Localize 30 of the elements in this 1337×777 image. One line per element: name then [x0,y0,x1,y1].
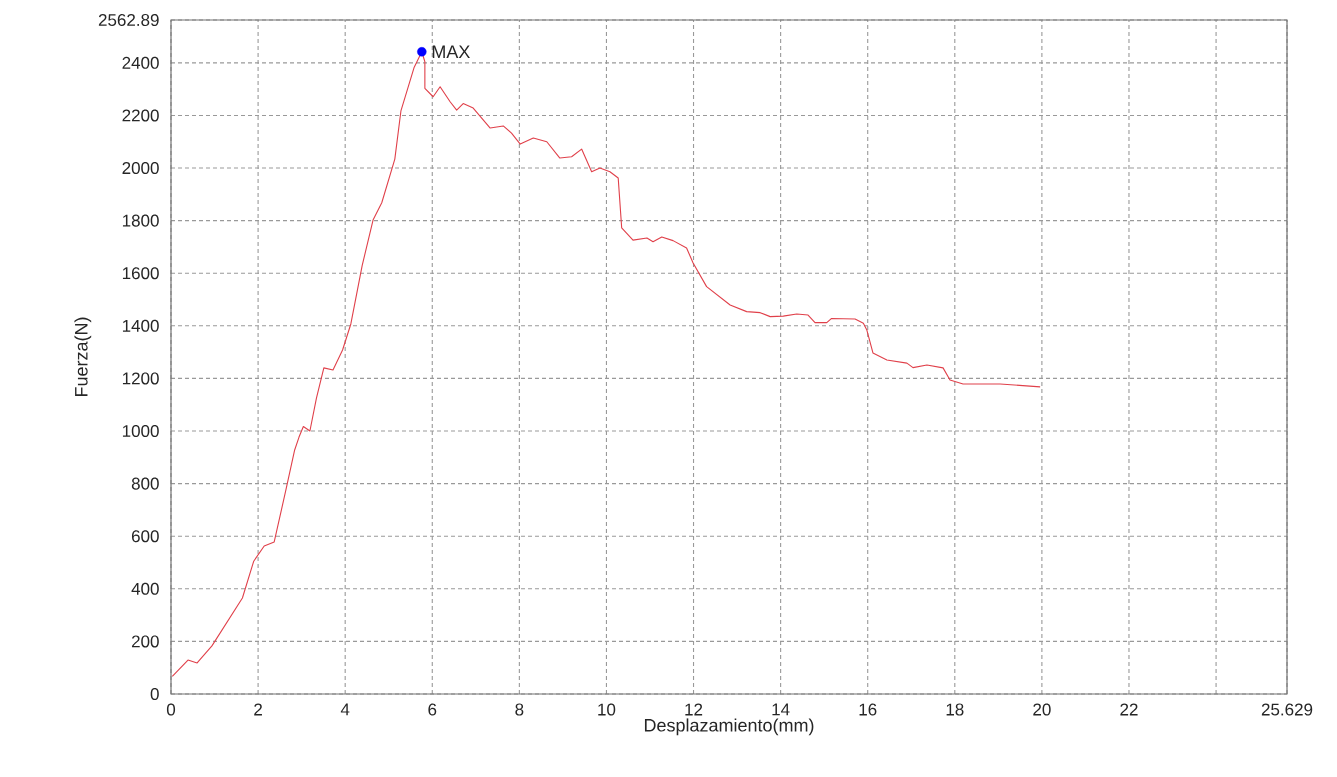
y-tick-label: 2200 [122,109,159,122]
y-tick-label: 2000 [122,162,159,175]
x-tick-label: 2 [254,703,262,716]
y-tick-label: 1000 [122,424,159,438]
y-tick-label: 1600 [122,267,159,280]
y-tick-label: 0 [150,687,159,701]
y-tick-label: 2400 [122,56,159,69]
x-tick-label: 16 [859,703,877,716]
x-axis-title: Desplazamiento(mm) [644,718,814,736]
x-tick-label: 14 [772,703,790,716]
y-tick-label: 600 [131,530,159,543]
annotation: MAX [432,45,470,58]
y-tick-label: 1800 [122,214,159,227]
x-tick-label: 12 [685,703,703,716]
x-tick-label: 6 [428,703,437,716]
x-tick-label: 25.629 [1261,703,1313,716]
x-tick-label: 4 [340,703,350,716]
y-tick-label: 1200 [122,372,159,385]
x-tick-label: 20 [1033,703,1051,716]
y-tick-label: 1400 [122,319,159,332]
x-tick-label: 18 [946,703,964,716]
y-tick-label: 2562.89 [98,13,159,27]
y-tick-label: 400 [131,582,159,595]
y-axis-title: Fuerza(N) [74,317,92,397]
y-tick-label: 800 [131,477,159,490]
x-tick-label: 8 [515,703,524,716]
x-tick-label: 10 [598,703,616,716]
y-tick-label: 200 [131,635,159,648]
x-tick-label: 0 [166,703,176,716]
x-tick-label: 22 [1120,703,1138,716]
